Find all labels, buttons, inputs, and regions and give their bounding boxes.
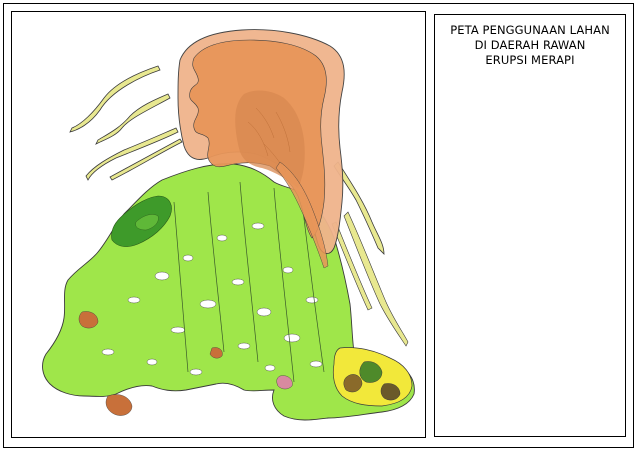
lava-channel-west-1: [69, 65, 161, 133]
map-title-line-2: DI DAERAH RAWAN: [474, 38, 586, 52]
lava-channel-east-2: [343, 211, 409, 347]
lava-channel-east-1: [333, 161, 385, 255]
forest-patch-2: [135, 214, 159, 231]
lava-channel-west-4: [109, 138, 183, 181]
bare-soil-patch-3: [276, 375, 293, 390]
hazard-zone-core: [235, 90, 305, 188]
settlement-dark-1: [359, 361, 383, 383]
lava-channel-east-3: [331, 221, 373, 311]
clearings: [101, 222, 323, 376]
land-use-map: [42, 29, 415, 421]
bare-soil-patch-1: [78, 311, 99, 329]
settlement-dark-2: [380, 383, 401, 401]
hazard-core-texture: [247, 107, 291, 173]
river-lines: [173, 181, 325, 383]
map-panel[interactable]: [11, 11, 426, 438]
bare-soil-patch-4: [209, 347, 223, 359]
bare-soil-patch-2: [105, 394, 133, 416]
lava-channel-west-2: [95, 93, 171, 145]
settlement-dark-3: [343, 374, 363, 393]
legend-panel: PETA PENGGUNAAN LAHAN DI DAERAH RAWAN ER…: [434, 14, 626, 437]
map-title-line-3: ERUPSI MERAPI: [485, 53, 575, 67]
map-title-line-1: PETA PENGGUNAAN LAHAN: [450, 23, 610, 37]
hazard-tongue: [275, 161, 329, 269]
map-title: PETA PENGGUNAAN LAHAN DI DAERAH RAWAN ER…: [435, 23, 625, 68]
lava-channel-west-3: [85, 127, 179, 181]
